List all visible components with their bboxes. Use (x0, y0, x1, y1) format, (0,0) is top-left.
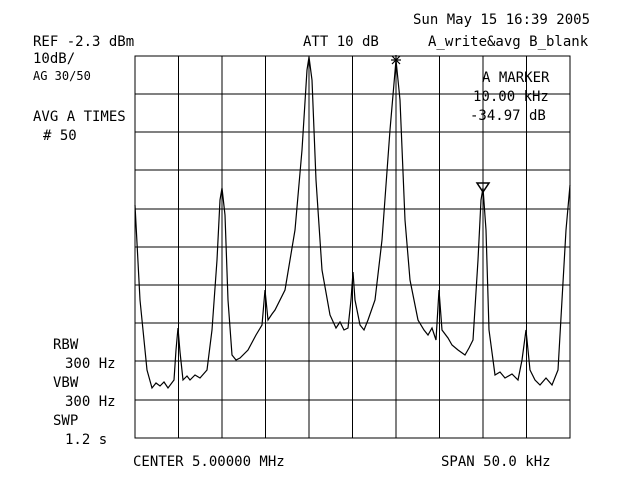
vbw-label: VBW (53, 375, 79, 391)
trace-mode: A_write&avg B_blank (428, 34, 589, 50)
vbw: 300 Hz (65, 394, 116, 410)
rbw-label: RBW (53, 337, 79, 353)
datetime: Sun May 15 16:39 2005 (413, 12, 590, 28)
attenuation: ATT 10 dB (303, 34, 379, 50)
avg-count: # 50 (43, 128, 77, 144)
trace (134, 56, 571, 390)
center-freq: CENTER 5.00000 MHz (133, 454, 285, 470)
span: SPAN 50.0 kHz (441, 454, 551, 470)
ref-level: REF -2.3 dBm (33, 34, 134, 50)
swp: 1.2 s (65, 432, 107, 448)
marker-freq: 10.00 kHz (473, 89, 549, 105)
marker-title: A MARKER (482, 70, 550, 86)
scale: 10dB/ (33, 51, 75, 67)
marker-level: -34.97 dB (470, 108, 546, 124)
swp-label: SWP (53, 413, 78, 429)
marker-a (391, 55, 401, 65)
rbw: 300 Hz (65, 356, 116, 372)
ag: AG 30/50 (33, 69, 91, 83)
marker-b (475, 182, 491, 194)
avg-label: AVG A TIMES (33, 109, 126, 125)
graticule (134, 55, 571, 439)
